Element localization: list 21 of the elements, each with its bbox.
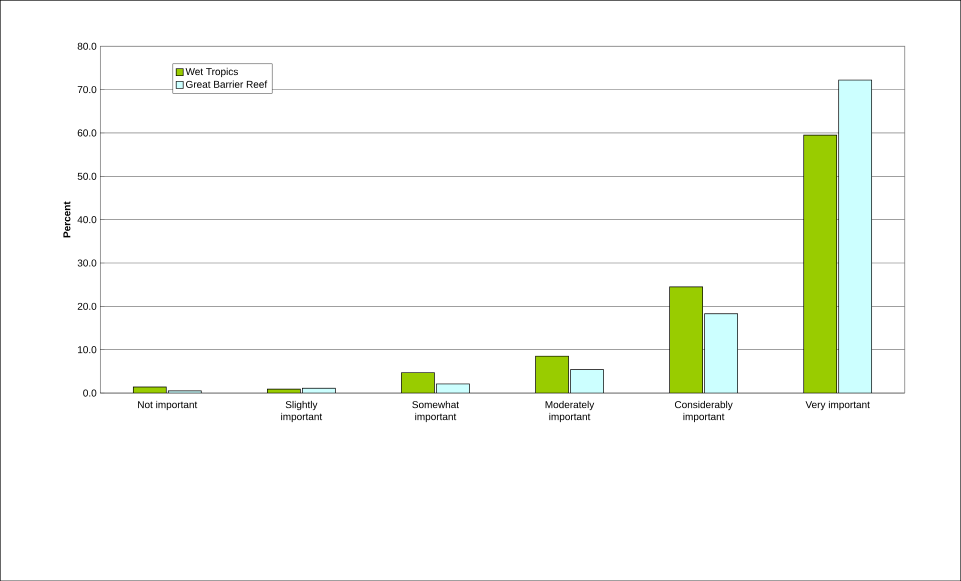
y-tick-label: 80.0 <box>78 42 96 50</box>
legend-label: Wet Tropics <box>186 68 238 78</box>
bar <box>838 80 872 393</box>
x-tick-label: Considerably important <box>674 400 733 422</box>
x-tick-label: Very important <box>806 400 870 410</box>
x-tick-label: Moderately important <box>546 400 594 422</box>
y-tick-label: 50.0 <box>78 172 96 180</box>
y-tick-label: 0.0 <box>83 389 96 396</box>
y-tick-label: 60.0 <box>78 129 96 136</box>
x-tick-label: Slightly important <box>281 400 322 422</box>
x-tick-label: Not important <box>138 400 198 410</box>
bar <box>570 369 604 393</box>
legend-label: Great Barrier Reef <box>186 80 268 88</box>
bar <box>704 313 738 393</box>
x-tick-label: Somewhat important <box>412 400 459 422</box>
y-axis-title: Percent <box>63 201 70 238</box>
y-tick-label: 40.0 <box>77 216 96 224</box>
y-tick-label: 70.0 <box>78 86 96 94</box>
y-tick-label: 10.0 <box>78 346 96 354</box>
y-tick-label: 30.0 <box>78 259 96 266</box>
y-tick-label: 20.0 <box>78 302 96 310</box>
